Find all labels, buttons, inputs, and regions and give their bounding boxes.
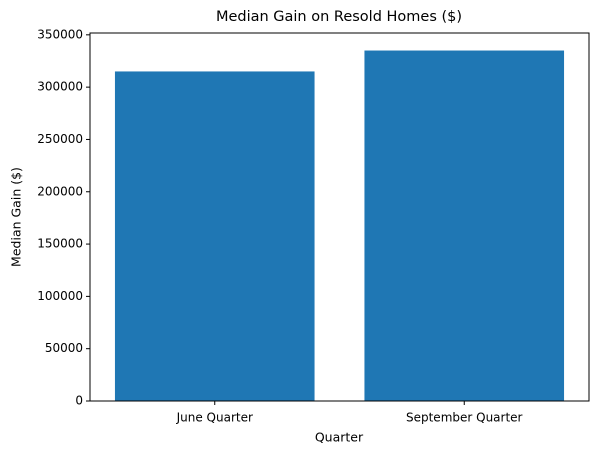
y-tick-label: 0 [75,394,83,408]
bar [114,71,315,402]
x-tick-label: September Quarter [406,411,523,425]
bar [364,50,565,402]
y-tick-label: 250000 [37,132,83,146]
y-tick-label: 100000 [37,289,83,303]
y-tick-label: 150000 [37,237,83,251]
x-tick-label: June Quarter [176,411,253,425]
chart-title: Median Gain on Resold Homes ($) [216,9,462,25]
y-axis-label: Median Gain ($) [9,167,24,267]
plot-frame [89,32,590,402]
y-tick-label: 300000 [37,80,83,94]
x-axis-label: Quarter [315,430,364,445]
y-tick-label: 350000 [37,27,83,41]
y-tick-label: 50000 [45,341,83,355]
y-tick-label: 200000 [37,184,83,198]
